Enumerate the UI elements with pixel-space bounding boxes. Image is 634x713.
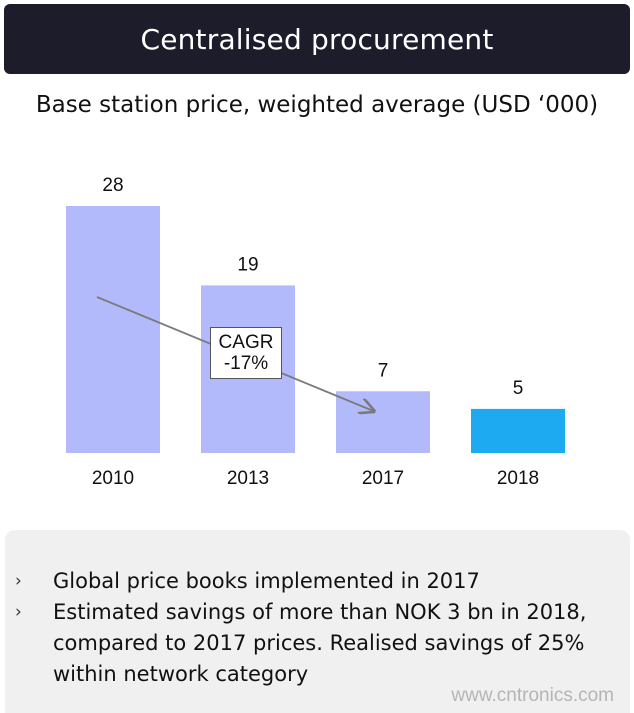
notes-panel: › Global price books implemented in 2017… <box>5 530 630 713</box>
cagr-annotation: CAGR -17% <box>210 327 282 379</box>
x-tick-label: 2018 <box>497 468 539 489</box>
note-text: Estimated savings of more than NOK 3 bn … <box>53 600 587 686</box>
page-title: Centralised procurement <box>140 22 494 56</box>
x-tick-label: 2017 <box>362 468 404 489</box>
bar-value-label: 19 <box>237 254 258 275</box>
chart-title: Base station price, weighted average (US… <box>35 92 599 118</box>
bar-chart: 28 19 7 5 2010 2013 2017 2018 <box>66 175 565 489</box>
note-text: Global price books implemented in 2017 <box>53 569 480 593</box>
chevron-right-icon: › <box>15 602 22 622</box>
chevron-right-icon: › <box>15 571 22 591</box>
bar-value-label: 5 <box>513 378 524 399</box>
bar-2018 <box>471 408 565 453</box>
cagr-label: CAGR <box>218 332 274 353</box>
bar-2010 <box>66 206 160 453</box>
bar-value-label: 7 <box>378 360 389 381</box>
header-bar: Centralised procurement <box>4 4 630 74</box>
note-item: › Global price books implemented in 2017 <box>15 566 593 597</box>
watermark: www.cntronics.com <box>451 685 614 706</box>
x-tick-label: 2010 <box>92 468 134 489</box>
cagr-value: -17% <box>223 353 269 374</box>
note-item: › Estimated savings of more than NOK 3 b… <box>15 597 593 690</box>
x-tick-label: 2013 <box>227 468 269 489</box>
bar-value-label: 28 <box>102 175 123 196</box>
